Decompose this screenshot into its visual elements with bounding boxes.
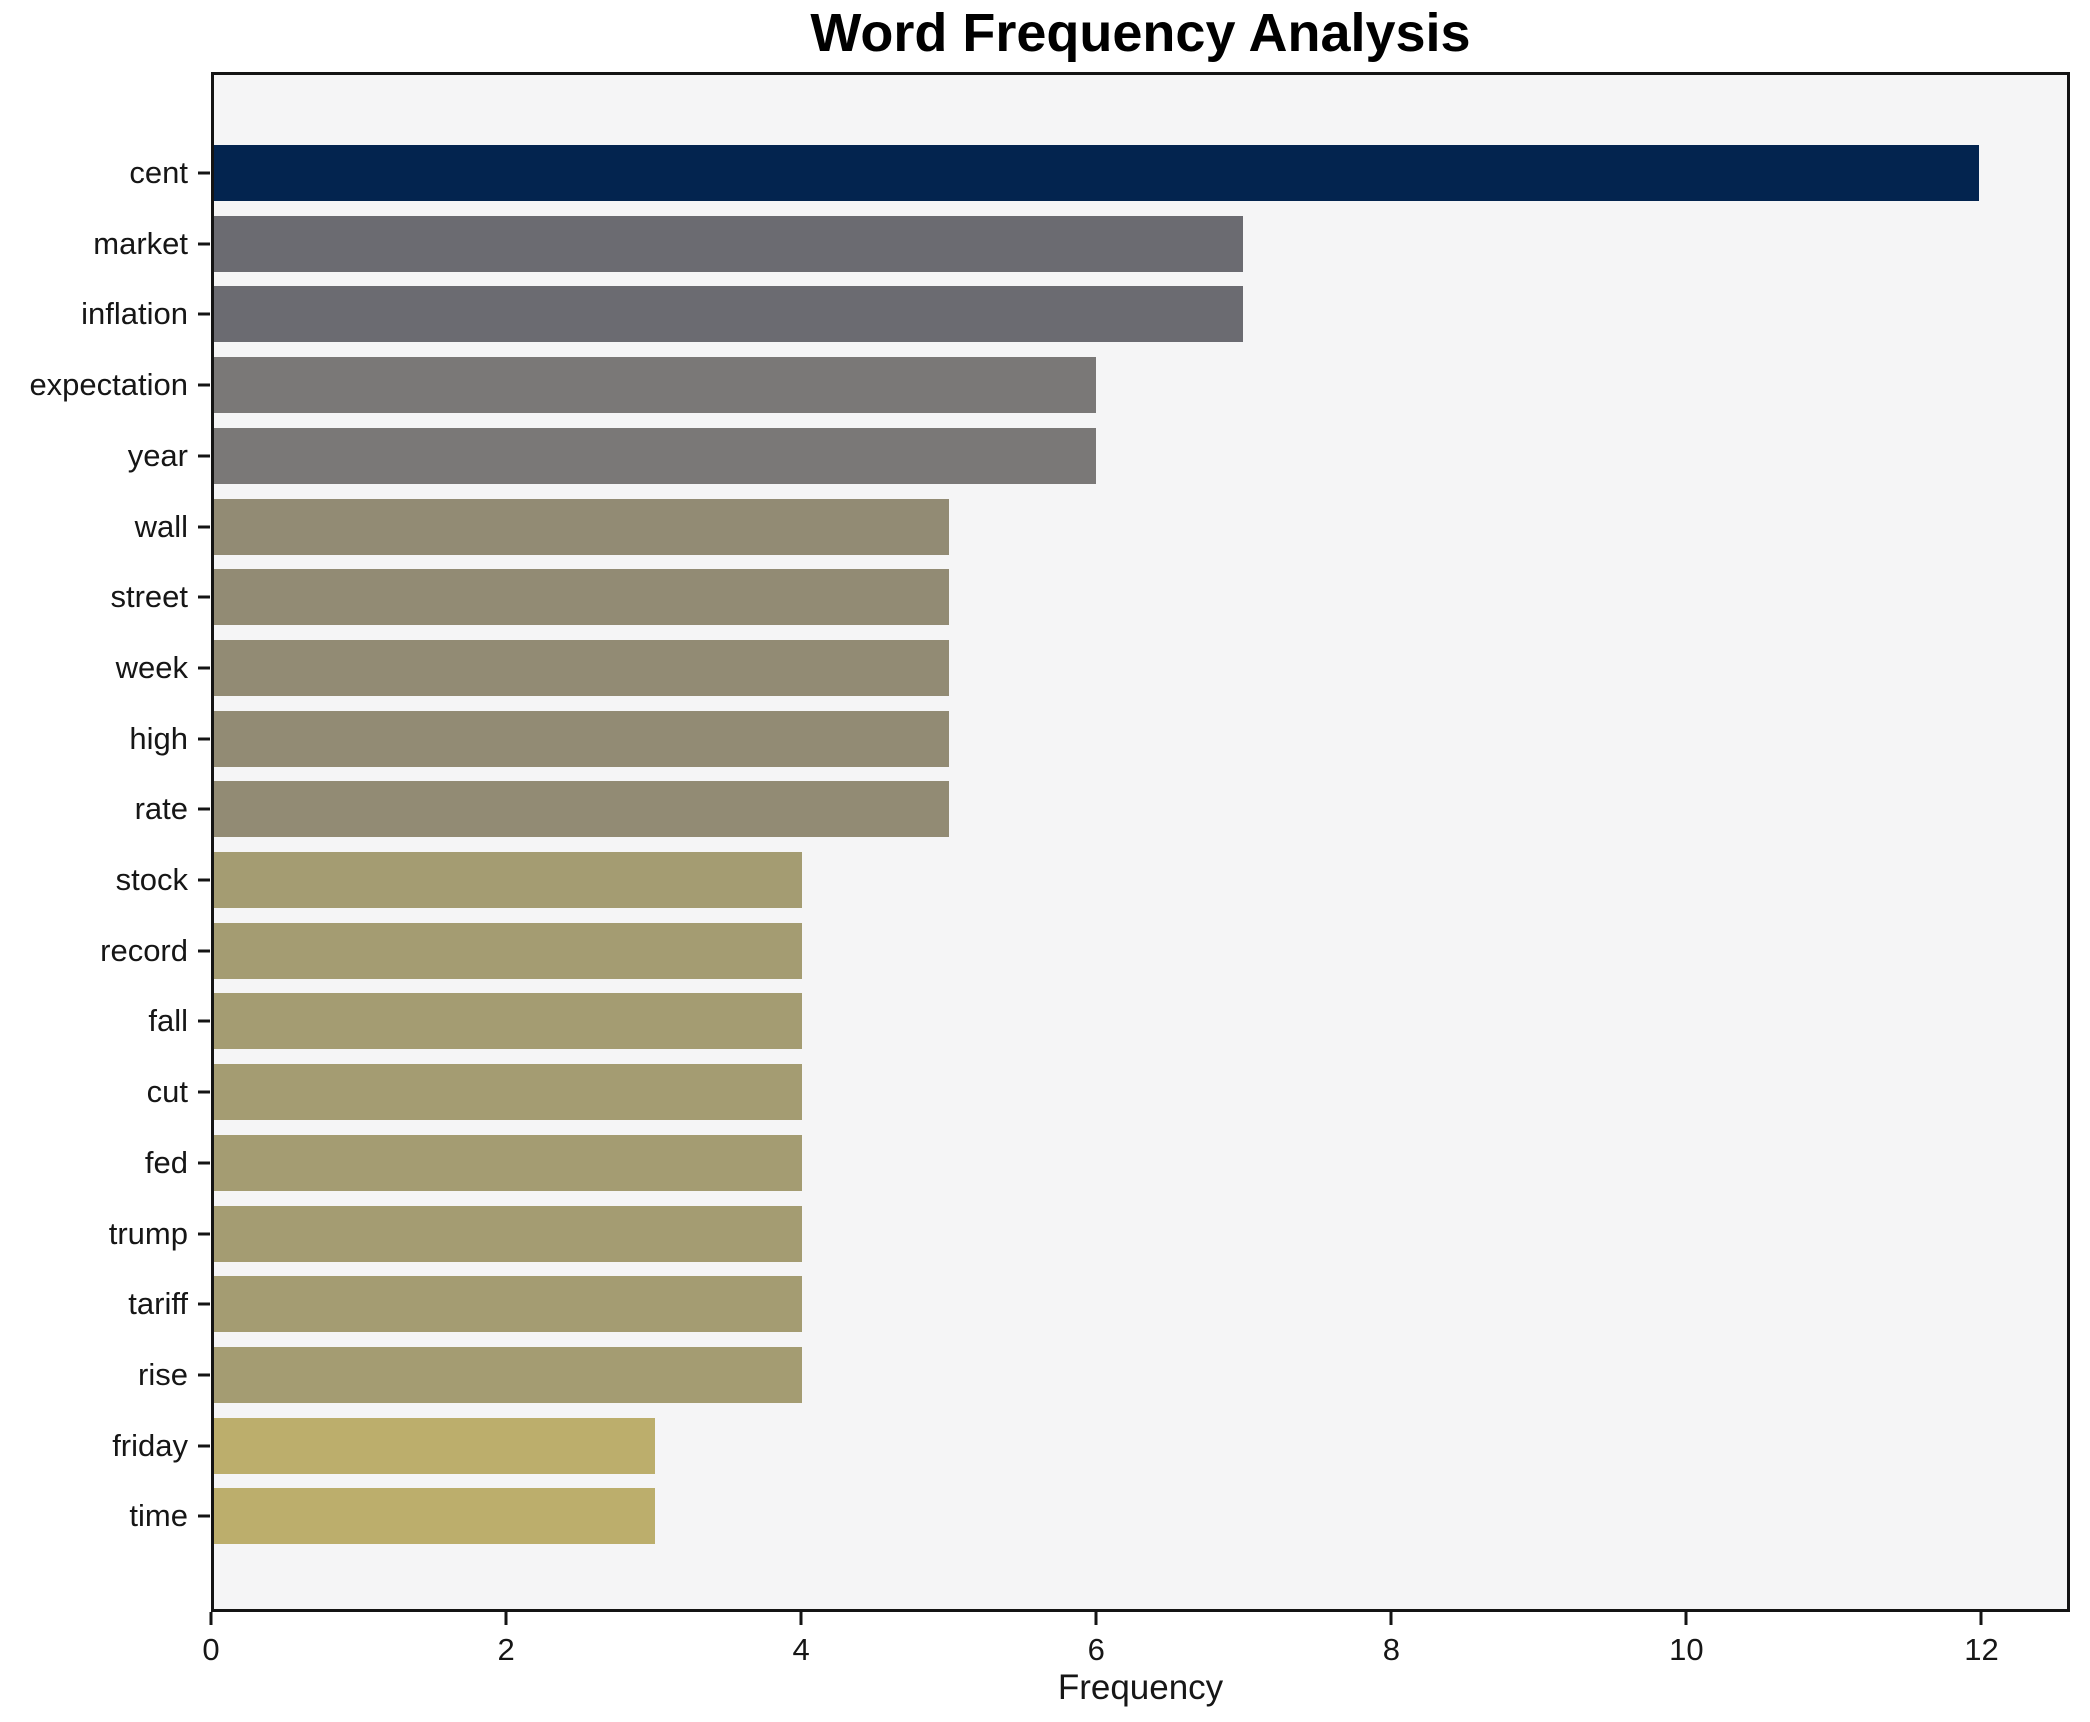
x-axis-label: Frequency [1057,1668,1224,1707]
y-tick-mark [198,1514,210,1518]
category-label: record [100,932,188,968]
y-tick-mark [198,312,210,316]
bar-row: wall [135,492,2067,562]
y-tick-mark [198,242,210,246]
category-label: inflation [81,296,188,332]
x-tick-label: 10 [1669,1632,1704,1667]
bar [214,145,1979,201]
bar-row: stock [116,845,2067,915]
x-tick-label: 12 [1964,1632,1999,1667]
x-tick-mark [1979,1612,1983,1625]
bar-row: friday [112,1411,2067,1481]
category-label: high [129,720,188,756]
bar [214,639,950,696]
bar [214,1134,803,1191]
bar [214,710,950,767]
bar-row: street [110,562,2067,632]
bar-row: tariff [128,1269,2067,1339]
bar [214,1488,656,1545]
y-tick-mark [198,1444,210,1448]
x-tick-mark [799,1612,803,1625]
y-tick-mark [198,525,210,528]
bar-row: cent [129,138,2067,208]
x-tick-mark [1684,1612,1688,1625]
x-tick-mark [1094,1612,1098,1625]
category-label: week [115,649,188,685]
bar-row: inflation [81,279,2067,349]
bar [214,1064,803,1121]
category-label: trump [108,1215,188,1251]
bar [214,286,1244,343]
y-tick-mark [198,1373,210,1377]
bar [214,1205,803,1262]
bar-row: expectation [29,350,2067,420]
category-label: fall [148,1003,188,1039]
category-label: year [127,437,188,473]
bar-row: record [100,916,2067,986]
y-tick-mark [198,383,210,387]
category-label: rate [134,791,188,827]
bar-row: rate [135,774,2067,844]
category-label: stock [115,862,188,897]
x-tick-label: 8 [1382,1632,1400,1667]
category-label: friday [112,1427,188,1463]
y-tick-mark [198,1161,210,1165]
category-label: time [129,1498,188,1534]
y-tick-mark [198,807,210,811]
category-label: fed [144,1144,188,1180]
bar [214,215,1244,272]
category-label: street [110,579,188,615]
bar-row: high [129,704,2067,774]
x-tick-label: 2 [497,1632,515,1667]
y-tick-mark [198,454,210,458]
bar [214,427,1097,484]
bar-row: market [93,209,2067,279]
bar [214,852,803,908]
y-tick-mark [198,666,210,670]
x-tick-label: 0 [202,1632,220,1667]
bar-row: rise [138,1340,2067,1410]
bar [214,498,950,555]
bar [214,357,1097,414]
y-tick-mark [198,949,210,953]
x-tick-label: 4 [792,1632,810,1667]
bar-row: trump [109,1199,2067,1269]
y-tick-mark [198,595,210,599]
bar [214,1346,803,1403]
y-tick-mark [198,1302,210,1306]
bar [214,922,803,979]
bar [214,1276,803,1333]
y-tick-mark [198,171,210,175]
y-tick-mark [198,737,210,741]
bar-row: fall [148,986,2067,1056]
category-label: rise [138,1356,188,1392]
x-tick-label: 6 [1087,1632,1105,1667]
x-tick-mark [1389,1612,1393,1625]
bar [214,993,803,1050]
bar [214,781,950,838]
y-tick-mark [198,1232,210,1235]
bar-row: week [116,633,2067,703]
category-label: tariff [128,1286,188,1322]
category-label: expectation [29,367,188,403]
category-label: cent [129,155,188,190]
chart-title: Word Frequency Analysis [810,3,1471,63]
bar [214,1417,656,1474]
bar-row: cut [147,1057,2067,1127]
plot-area: cent market inflation expectation year wall st… [29,72,2070,1612]
category-label: market [93,225,188,261]
y-tick-mark [198,878,210,882]
x-tick-mark [209,1612,213,1625]
bar-row: year [128,421,2067,491]
x-tick-mark [504,1612,508,1625]
y-tick-mark [198,1090,210,1094]
y-tick-mark [198,1019,210,1023]
bar-row: fed [145,1128,2067,1198]
bar-row: time [129,1481,2067,1551]
x-axis: 0 2 4 6 8 10 12 [202,1612,2070,1676]
category-label: cut [146,1074,188,1110]
category-label: wall [134,508,188,544]
bar [214,569,950,626]
